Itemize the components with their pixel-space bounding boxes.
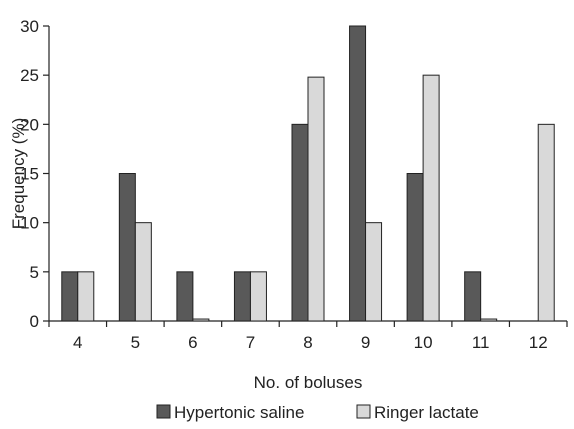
bar-ringer-lactate-7 xyxy=(249,271,267,322)
y-tick-label: 25 xyxy=(20,66,39,85)
x-tick-label: 8 xyxy=(303,333,312,352)
bar-ringer-lactate-8 xyxy=(307,76,325,322)
y-tick-label: 5 xyxy=(30,263,39,282)
bars-group xyxy=(61,25,555,322)
bar-ringer-lactate-5 xyxy=(134,222,152,322)
y-tick-label: 10 xyxy=(20,214,39,233)
bar-hypertonic-saline-8 xyxy=(291,123,309,322)
legend-swatch-ringer-lactate xyxy=(356,404,371,419)
y-tick-label: 15 xyxy=(20,165,39,184)
bar-hypertonic-saline-4 xyxy=(61,271,79,322)
x-tick-label: 5 xyxy=(131,333,140,352)
x-tick-label: 4 xyxy=(73,333,82,352)
bar-hypertonic-saline-11 xyxy=(464,271,482,322)
y-axis-title: Frequency (%) xyxy=(9,118,28,229)
x-tick-label: 9 xyxy=(361,333,370,352)
y-tick-label: 30 xyxy=(20,17,39,36)
bar-hypertonic-saline-5 xyxy=(118,173,136,322)
bar-ringer-lactate-12 xyxy=(537,123,555,322)
x-axis: 4 5 6 7 8 9 10 11 12 xyxy=(48,320,568,352)
x-axis-title: No. of boluses xyxy=(254,373,363,392)
x-tick-label: 12 xyxy=(529,333,548,352)
y-tick-label: 20 xyxy=(20,115,39,134)
y-axis: 0 5 10 15 20 25 30 xyxy=(20,17,50,331)
legend-label-hypertonic-saline: Hypertonic saline xyxy=(174,403,304,422)
x-tick-label: 6 xyxy=(188,333,197,352)
bar-hypertonic-saline-7 xyxy=(233,271,251,322)
bar-ringer-lactate-4 xyxy=(77,271,95,322)
bar-hypertonic-saline-10 xyxy=(406,173,424,322)
bar-hypertonic-saline-6 xyxy=(176,271,194,322)
x-tick-label: 11 xyxy=(472,333,490,352)
bar-ringer-lactate-11 xyxy=(480,318,498,322)
legend: Hypertonic saline Ringer lactate xyxy=(156,403,479,422)
x-tick-label: 7 xyxy=(246,333,255,352)
bar-ringer-lactate-9 xyxy=(365,222,383,322)
y-tick-label: 0 xyxy=(30,312,39,331)
x-tick-label: 10 xyxy=(414,333,433,352)
bar-ringer-lactate-10 xyxy=(422,74,440,322)
legend-label-ringer-lactate: Ringer lactate xyxy=(374,403,479,422)
legend-swatch-hypertonic-saline xyxy=(156,404,171,419)
bar-ringer-lactate-6 xyxy=(192,318,210,322)
bar-hypertonic-saline-9 xyxy=(349,25,367,322)
